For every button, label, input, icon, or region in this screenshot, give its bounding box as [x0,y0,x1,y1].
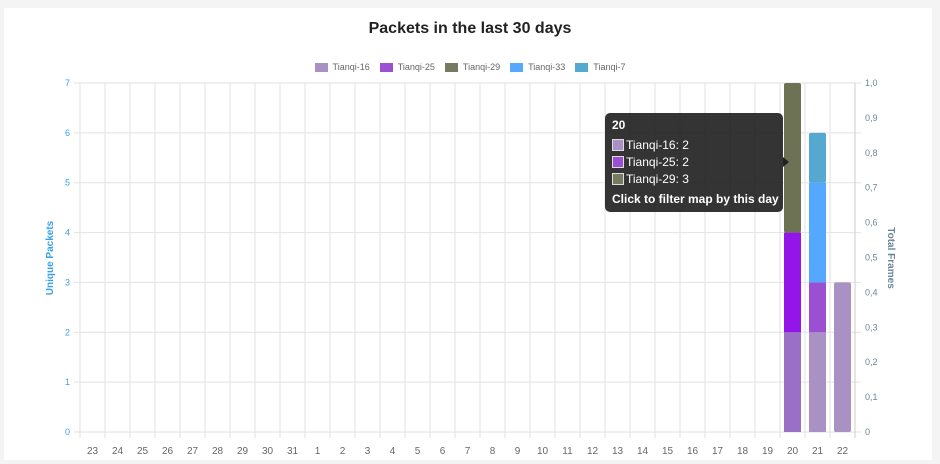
y-tick-label: 6 [65,128,70,138]
bar-segment-tianqi-16 [784,332,801,432]
x-tick-label: 3 [365,446,371,457]
tooltip: 20 Tianqi-16: 2 Tianqi-25: 2 Tianqi-29: … [605,113,783,212]
x-tick-label: 18 [737,446,749,457]
x-tick-label: 14 [637,446,649,457]
tooltip-row-text: Tianqi-25: 2 [626,155,689,169]
color-swatch [612,173,624,185]
legend-swatch [314,62,328,72]
y-tick-label: 7 [65,78,70,88]
x-tick-label: 21 [812,446,824,457]
y-tick-label: 3 [65,277,70,287]
y2-tick-label: 1,0 [865,78,878,88]
bar-segment-tianqi-16 [809,332,826,432]
legend-item[interactable]: Tianqi-16 [314,62,370,72]
y-tick-label: 0 [65,427,70,437]
y2-tick-label: 0,9 [865,113,878,123]
legend-label: Tianqi-33 [528,62,566,72]
y2-tick-label: 0,1 [865,392,878,402]
x-tick-label: 2 [340,446,346,457]
x-tick-label: 28 [212,446,224,457]
y-tick-label: 5 [65,178,70,188]
x-tick-label: 10 [537,446,549,457]
x-tick-label: 22 [837,446,849,457]
x-tick-label: 16 [687,446,699,457]
y-axis-title: Unique Packets [45,220,56,295]
y2-tick-label: 0,6 [865,218,878,228]
legend: Tianqi-16 Tianqi-25 Tianqi-29 Tianqi-33 Tian… [0,62,940,72]
legend-swatch [444,62,458,72]
legend-label: Tianqi-29 [462,62,501,72]
legend-swatch [510,62,524,72]
bar-segment-tianqi-25 [784,232,801,333]
tooltip-row: Tianqi-29: 3 [612,172,689,186]
x-tick-label: 17 [712,446,724,457]
x-tick-label: 23 [87,446,99,457]
x-tick-label: 29 [237,446,249,457]
tooltip-row-text: Tianqi-29: 3 [626,172,689,186]
tooltip-row: Tianqi-16: 2 [612,138,689,152]
x-tick-label: 4 [390,446,396,457]
bar-segment-tianqi-29 [784,83,801,233]
tooltip-title: 20 [612,118,626,132]
y2-tick-label: 0,7 [865,183,878,193]
x-tick-label: 13 [612,446,624,457]
y-tick-label: 1 [65,377,70,387]
y2-tick-label: 0,8 [865,148,878,158]
x-tick-label: 31 [287,446,299,457]
legend-label: Tianqi-25 [397,62,435,72]
bar-segment-tianqi-7 [809,132,826,183]
x-tick-label: 9 [515,446,521,457]
y-tick-label: 2 [65,327,70,337]
x-tick-label: 6 [440,446,446,457]
legend-item[interactable]: Tianqi-7 [575,62,625,72]
bar-segment-tianqi-25 [809,282,826,333]
x-tick-label: 1 [315,446,321,457]
x-tick-label: 27 [187,446,199,457]
tooltip-footer: Click to filter map by this day [612,192,779,206]
chart-title: Packets in the last 30 days [368,20,572,37]
x-tick-label: 5 [415,446,421,457]
y2-tick-label: 0,2 [865,357,878,367]
legend-item[interactable]: Tianqi-25 [379,62,435,72]
y2-tick-label: 0 [865,427,870,437]
x-tick-label: 30 [262,446,274,457]
x-tick-label: 20 [787,446,799,457]
bar-segment-tianqi-16 [834,282,851,432]
y2-tick-label: 0,5 [865,253,878,263]
tooltip-row: Tianqi-25: 2 [612,155,689,169]
legend-swatch [575,62,589,72]
legend-swatch [379,62,393,72]
tooltip-row-text: Tianqi-16: 2 [626,138,689,152]
x-tick-label: 7 [465,446,471,457]
y2-tick-label: 0,3 [865,322,878,332]
tooltip-arrow [783,157,789,167]
y2-tick-label: 0,4 [865,287,878,297]
color-swatch [612,139,624,151]
bar-segment-tianqi-33 [809,182,826,283]
legend-label: Tianqi-16 [332,62,370,72]
x-tick-label: 26 [162,446,174,457]
x-tick-label: 15 [662,446,674,457]
x-tick-label: 24 [112,446,124,457]
x-tick-label: 8 [490,446,496,457]
legend-item[interactable]: Tianqi-33 [510,62,565,72]
x-tick-label: 19 [762,446,774,457]
y-tick-label: 4 [65,228,70,238]
x-tick-label: 12 [587,446,599,457]
x-tick-label: 11 [562,446,573,457]
legend-label: Tianqi-7 [593,62,626,72]
color-swatch [612,156,624,168]
legend-item[interactable]: Tianqi-29 [444,62,501,72]
x-tick-label: 25 [137,446,149,457]
y2-axis-title: Total Frames [885,227,896,289]
